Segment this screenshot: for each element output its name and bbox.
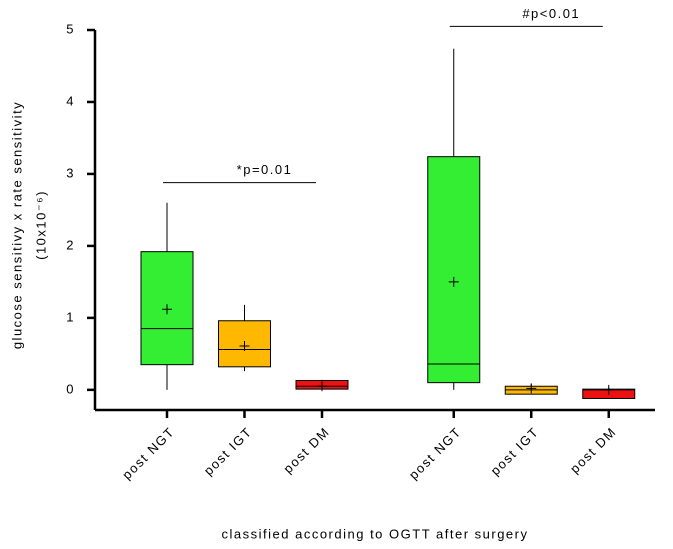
- x-tick-label: post DM: [280, 424, 332, 476]
- y-tick-label: 2: [66, 237, 75, 252]
- x-axis-label: classified according to OGTT after surge…: [222, 526, 529, 541]
- y-axis-label: glucose sensitivy x rate sensitivity: [9, 101, 24, 349]
- box: [427, 156, 481, 384]
- mean-marker: [162, 304, 172, 315]
- y-tick-label: 0: [66, 381, 75, 396]
- significance-label: #p<0.01: [522, 6, 580, 21]
- y-tick-label: 3: [66, 165, 75, 180]
- x-tick-label: post DM: [567, 424, 619, 476]
- mean-marker: [317, 381, 327, 392]
- y-tick-label: 5: [66, 21, 75, 36]
- x-tick-label: post NGT: [406, 424, 464, 482]
- y-tick-label: 1: [66, 309, 75, 324]
- x-tick-label: post NGT: [119, 424, 177, 482]
- significance-label: *p=0.01: [237, 162, 293, 177]
- mean-marker: [526, 383, 537, 394]
- y-tick-label: 4: [66, 93, 75, 108]
- x-tick-label: post IGT: [201, 424, 255, 478]
- mean-marker: [603, 384, 614, 395]
- mean-marker: [239, 340, 250, 351]
- x-tick-label: post IGT: [487, 424, 541, 478]
- mean-marker: [448, 276, 459, 287]
- y-axis-label-units: (10x10⁻⁶): [33, 190, 48, 260]
